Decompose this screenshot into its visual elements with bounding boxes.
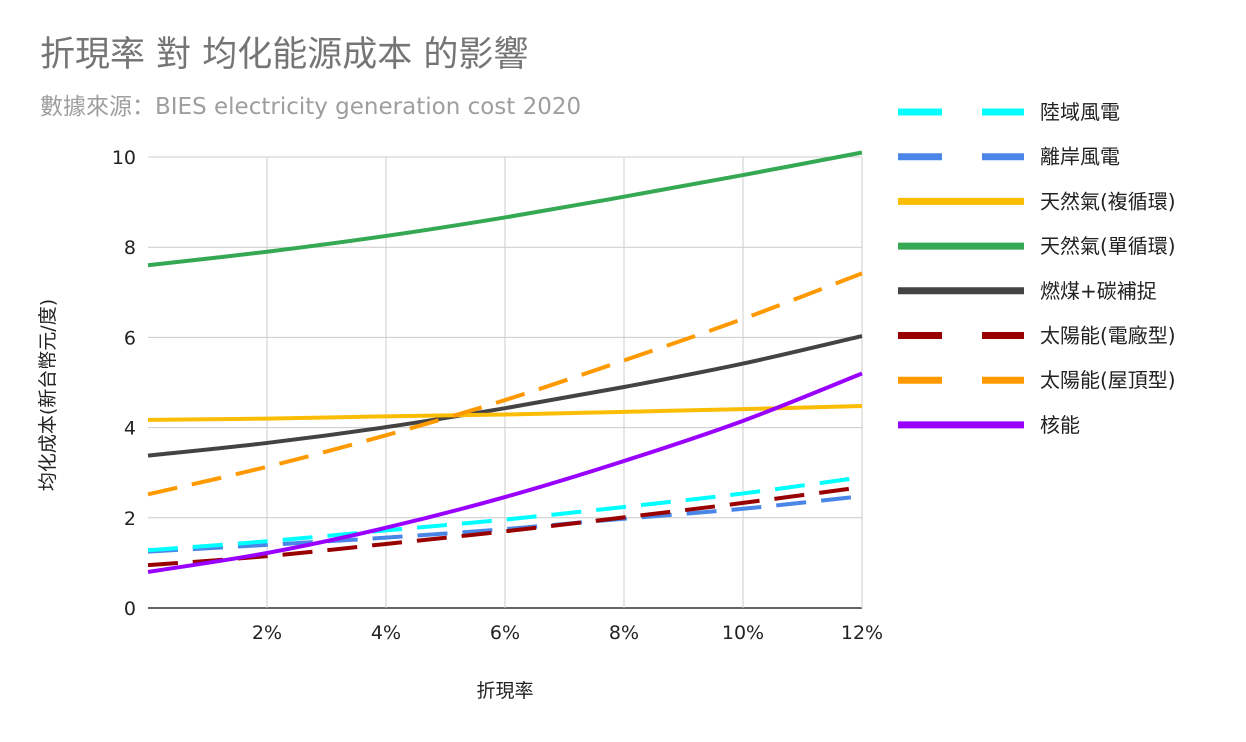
y-tick-label: 8 xyxy=(124,237,136,259)
series-line-8 xyxy=(147,371,863,574)
y-tick-label: 4 xyxy=(124,418,136,440)
legend-label: 陸域風電 xyxy=(1040,100,1120,124)
chart-subtitle: 數據來源：BIES electricity generation cost 20… xyxy=(40,94,581,120)
chart-title: 折現率 對 均化能源成本 的影響 xyxy=(40,35,528,75)
y-axis-title: 均化成本(新台幣元/度) xyxy=(37,299,59,491)
x-tick-label: 6% xyxy=(490,622,520,644)
legend-label: 太陽能(電廠型) xyxy=(1040,324,1176,348)
series-line-7 xyxy=(147,271,863,497)
legend-label: 燃煤+碳補捉 xyxy=(1040,279,1157,303)
y-tick-label: 2 xyxy=(124,508,136,530)
legend-label: 太陽能(屋頂型) xyxy=(1040,368,1176,392)
legend-label: 天然氣(單循環) xyxy=(1040,234,1176,258)
grid xyxy=(148,156,863,609)
series-line-2 xyxy=(147,494,863,554)
axis-ticks: 0 2 4 6 8 10 2% 4% 6% 8% 10% 12% xyxy=(112,147,883,644)
plot-area xyxy=(147,150,863,574)
series-line-1 xyxy=(147,475,863,553)
legend-label: 天然氣(複循環) xyxy=(1040,189,1176,213)
legend-label: 核能 xyxy=(1040,413,1080,437)
series-line-3 xyxy=(147,403,863,422)
x-tick-label: 12% xyxy=(841,622,883,644)
y-tick-label: 10 xyxy=(112,147,136,169)
series-line-5 xyxy=(147,334,863,458)
series-line-6 xyxy=(147,485,863,568)
series-line-4 xyxy=(147,150,863,268)
x-tick-label: 2% xyxy=(252,622,282,644)
legend-label: 離岸風電 xyxy=(1040,145,1120,169)
x-axis-title: 折現率 xyxy=(476,680,533,702)
y-tick-label: 6 xyxy=(124,327,136,349)
x-tick-label: 4% xyxy=(371,622,401,644)
x-tick-label: 10% xyxy=(722,622,764,644)
y-tick-label: 0 xyxy=(124,598,136,620)
x-tick-label: 8% xyxy=(609,622,639,644)
